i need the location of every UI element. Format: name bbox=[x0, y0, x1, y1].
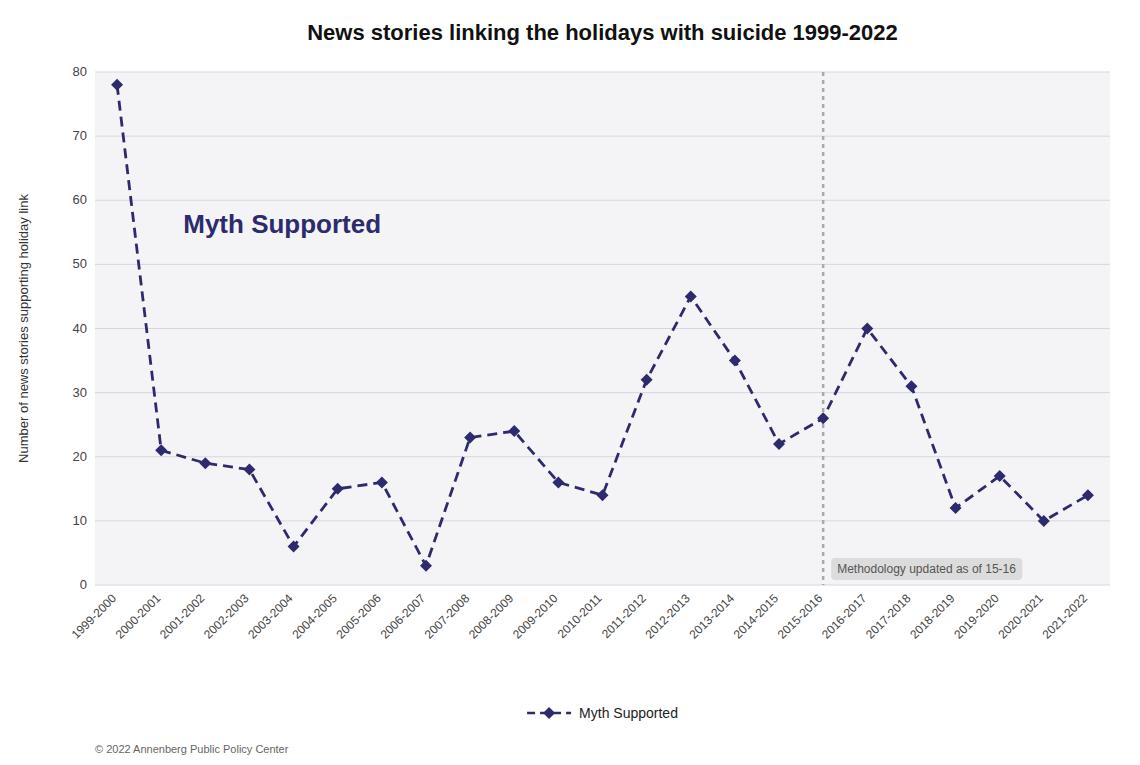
x-tick-label: 2012-2013 bbox=[642, 591, 693, 642]
data-point bbox=[950, 502, 962, 514]
x-tick-label: 2017-2018 bbox=[863, 591, 914, 642]
data-point bbox=[597, 489, 609, 501]
footer: © 2022 Annenberg Public Policy Center bbox=[95, 743, 289, 755]
data-point bbox=[861, 323, 873, 335]
x-tick-label: 1999-2000 bbox=[69, 591, 120, 642]
x-tick-label: 2014-2015 bbox=[731, 591, 782, 642]
grid-line bbox=[95, 585, 1110, 586]
x-tick-label: 2001-2002 bbox=[157, 591, 208, 642]
y-axis-label: Number of news stories supporting holida… bbox=[16, 194, 31, 463]
y-tick-label: 60 bbox=[73, 192, 87, 207]
data-point bbox=[729, 355, 741, 367]
grid-line bbox=[95, 520, 1110, 521]
chart: 0 10 20 30 40 50 60 70 80 1999-20002000-20012001-… bbox=[0, 0, 1140, 765]
x-tick-label: 2007-2008 bbox=[422, 591, 473, 642]
data-point bbox=[243, 464, 255, 476]
grid-line bbox=[95, 392, 1110, 393]
x-tick-label: 2020-2021 bbox=[995, 591, 1046, 642]
data-point bbox=[685, 290, 697, 302]
series-annotation: Myth Supported bbox=[183, 209, 381, 239]
x-tick-label: 2010-2011 bbox=[555, 591, 605, 641]
x-tick-label: 2018-2019 bbox=[907, 591, 958, 642]
reference-label-box bbox=[831, 558, 1022, 580]
x-tick-label: 2004-2005 bbox=[289, 591, 340, 642]
data-point bbox=[773, 438, 785, 450]
data-point bbox=[1082, 489, 1094, 501]
y-tick-label: 30 bbox=[73, 385, 87, 400]
data-point bbox=[1038, 515, 1050, 527]
grid-line bbox=[95, 264, 1110, 265]
data-point bbox=[288, 541, 300, 553]
x-tick-label: 2006-2007 bbox=[378, 591, 429, 642]
data-point bbox=[905, 380, 917, 392]
y-tick-label: 40 bbox=[73, 321, 87, 336]
data-point bbox=[464, 432, 476, 444]
y-tick-label: 0 bbox=[80, 577, 87, 592]
x-tick-label: 2016-2017 bbox=[819, 591, 870, 642]
data-point bbox=[817, 412, 829, 424]
data-point bbox=[376, 476, 388, 488]
annotations: Methodology updated as of 15-16 bbox=[823, 72, 1022, 585]
x-tick-label: 2009-2010 bbox=[510, 591, 561, 642]
data-point bbox=[199, 457, 211, 469]
x-tick-label: 2005-2006 bbox=[333, 591, 384, 642]
data-point bbox=[332, 483, 344, 495]
data-point bbox=[552, 476, 564, 488]
x-tick-label: 2003-2004 bbox=[245, 591, 296, 642]
reference-line bbox=[822, 72, 825, 585]
y-tick-label: 50 bbox=[73, 256, 87, 271]
reference-label: Methodology updated as of 15-16 bbox=[837, 562, 1016, 576]
data-point bbox=[641, 374, 653, 386]
legend-label: Myth Supported bbox=[579, 705, 678, 721]
x-tick-label: 2015-2016 bbox=[775, 591, 826, 642]
data-point bbox=[508, 425, 520, 437]
data-point bbox=[420, 560, 432, 572]
y-tick-label: 20 bbox=[73, 449, 87, 464]
y-tick-label: 10 bbox=[73, 513, 87, 528]
grid-line bbox=[95, 456, 1110, 457]
data-point bbox=[111, 79, 123, 91]
x-tick-label: 2008-2009 bbox=[466, 591, 517, 642]
x-tick-label: 2021-2022 bbox=[1040, 591, 1091, 642]
legend-marker bbox=[543, 707, 555, 719]
data-point bbox=[994, 470, 1006, 482]
grid-line bbox=[95, 136, 1110, 137]
x-tick-label: 2011-2012 bbox=[599, 591, 649, 641]
chart-title: News stories linking the holidays with s… bbox=[307, 20, 898, 45]
y-tick-label: 70 bbox=[73, 128, 87, 143]
x-tick-label: 2013-2014 bbox=[687, 591, 738, 642]
series-line bbox=[117, 85, 1088, 566]
grid-line bbox=[95, 200, 1110, 201]
x-tick-label: 2002-2003 bbox=[201, 591, 252, 642]
data-point bbox=[155, 444, 167, 456]
y-tick-label: 80 bbox=[73, 64, 87, 79]
legend: Myth Supported bbox=[527, 705, 678, 721]
data-layer bbox=[111, 79, 1094, 572]
x-tick-label: 2000-2001 bbox=[113, 591, 164, 642]
grid-line bbox=[95, 328, 1110, 329]
grid-line bbox=[95, 72, 1110, 73]
x-tick-label: 2019-2020 bbox=[951, 591, 1002, 642]
plot-area bbox=[95, 72, 1110, 585]
